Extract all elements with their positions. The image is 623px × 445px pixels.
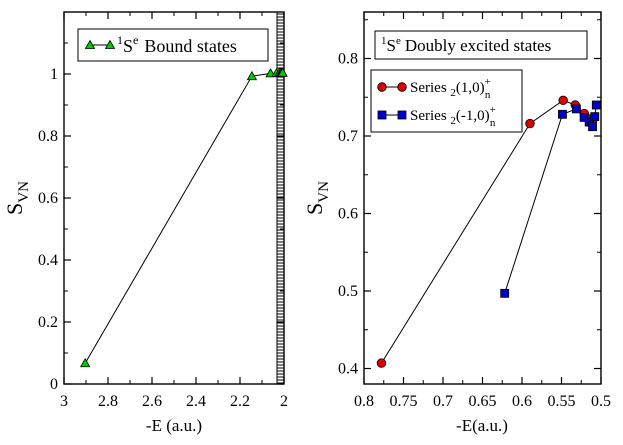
data-point-triangle	[277, 67, 288, 77]
right-x-axis-label: -E(a.u.)	[456, 416, 508, 435]
x-tick-label: 2.2	[230, 393, 250, 410]
y-tick-label: 0	[50, 376, 58, 393]
x-tick-label: 2	[280, 393, 288, 410]
y-tick-label: 0.8	[38, 128, 58, 145]
left-x-axis: 3 2.8 2.6 2.4 2.2 2	[60, 12, 288, 410]
right-title-text: 1Se Doubly excited states	[381, 35, 551, 55]
x-tick-label: 3	[60, 393, 68, 410]
left-chart: 3 2.8 2.6 2.4 2.2 2 00.20.40.60.81 -E (a.u.) …	[2, 11, 288, 435]
x-tick-label: 2.4	[186, 393, 206, 410]
left-x-axis-label: -E (a.u.)	[146, 416, 202, 435]
data-point-circle	[525, 118, 535, 129]
left-plot-area	[80, 67, 288, 368]
legend-marker-square	[377, 110, 387, 120]
x-tick-label: 0.8	[354, 393, 374, 410]
legend-marker-square	[397, 110, 407, 120]
x-tick-label: 0.65	[469, 393, 497, 410]
y-tick-label: 0.2	[38, 314, 58, 331]
right-y-axis: 0.4 0.5 0.6 0.7 0.8	[338, 19, 601, 378]
x-tick-label: 2.8	[98, 393, 118, 410]
y-tick-label: 0.8	[338, 51, 358, 68]
legend-entry-bound: 1Se Bound states	[117, 33, 237, 56]
x-tick-label: 0.7	[433, 393, 453, 410]
x-tick-label: 0.55	[548, 393, 576, 410]
data-point-circle	[558, 95, 568, 106]
right-x-axis: 0.8 0.75 0.7 0.65 0.6 0.55 0.5	[354, 12, 611, 410]
right-title-box	[374, 30, 588, 60]
right-title-annotation: 1Se Doubly excited states	[374, 30, 588, 60]
x-tick-label: 0.5	[591, 393, 611, 410]
left-edge-tick-band	[276, 12, 284, 384]
data-point-square	[590, 112, 600, 122]
data-point-square	[588, 122, 597, 132]
y-tick-label: 0.7	[338, 128, 358, 145]
y-tick-label: 1	[50, 66, 58, 83]
data-point-square	[558, 109, 567, 119]
legend-entry-series2: Series 2(-1,0)+ n	[410, 104, 496, 129]
y-tick-label: 0.6	[338, 206, 358, 223]
legend-marker-circle	[397, 82, 407, 92]
data-point-triangle	[80, 357, 91, 368]
left-legend-box	[77, 28, 269, 62]
x-tick-label: 0.6	[512, 393, 532, 410]
legend-entry-series1: Series 2(1,0)+ n	[410, 76, 491, 101]
left-y-axis-label: SVN	[2, 181, 32, 215]
y-tick-label: 0.4	[338, 361, 358, 378]
legend-marker-triangle	[104, 39, 116, 49]
right-legend-box	[370, 69, 523, 133]
right-legend: Series 2(1,0)+ n Series 2(-1,0)+ n	[370, 69, 523, 133]
x-tick-label: 0.75	[390, 393, 418, 410]
data-point-square	[572, 104, 581, 114]
y-tick-label: 0.6	[38, 190, 58, 207]
data-point-square	[500, 288, 510, 298]
y-tick-label: 0.5	[338, 283, 358, 300]
data-point-triangle	[246, 70, 258, 81]
x-tick-label: 2.6	[142, 393, 162, 410]
right-chart: 0.8 0.75 0.7 0.65 0.6 0.55 0.5 0.40.50.60.70.8…	[302, 11, 611, 435]
left-legend: 1Se Bound states	[77, 28, 269, 62]
legend-marker-triangle	[84, 39, 96, 49]
right-y-axis-label: SVN	[302, 181, 332, 215]
y-tick-label: 0.4	[38, 252, 58, 269]
data-point-square	[591, 100, 601, 110]
right-plot-area	[376, 95, 601, 368]
data-point-circle	[376, 358, 387, 368]
legend-marker-circle	[377, 82, 387, 92]
data-point-square	[579, 113, 589, 122]
